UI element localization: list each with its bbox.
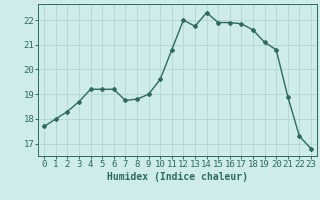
X-axis label: Humidex (Indice chaleur): Humidex (Indice chaleur) [107, 172, 248, 182]
